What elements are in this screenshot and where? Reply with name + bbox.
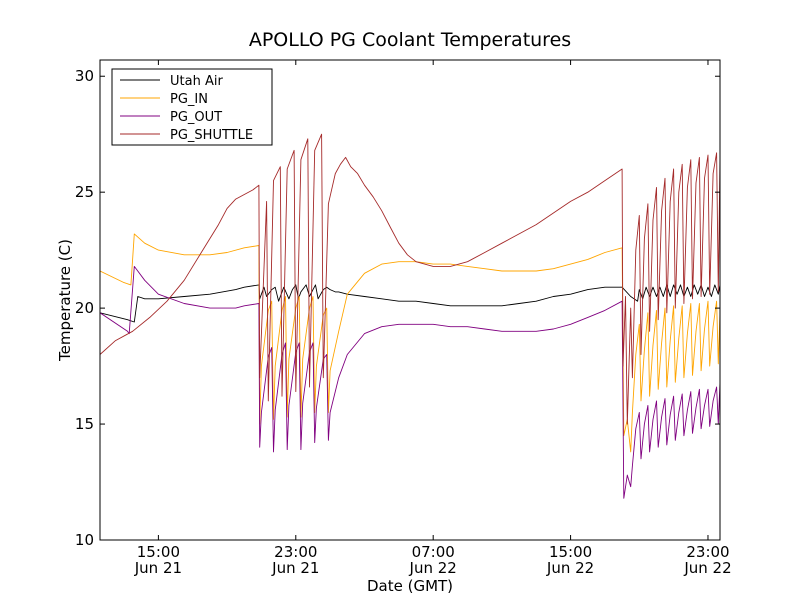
x-tick-label-date: Jun 22 <box>546 559 594 577</box>
y-tick-label: 15 <box>75 415 94 433</box>
x-tick-label-time: 23:00 <box>274 543 317 561</box>
x-tick-label-date: Jun 22 <box>409 559 457 577</box>
y-axis-label: Temperature (C) <box>56 239 74 362</box>
legend-box <box>111 68 273 146</box>
series-line-pg-shuttle <box>100 133 720 425</box>
y-tick-label: 30 <box>75 67 94 85</box>
x-tick-label-time: 15:00 <box>137 543 180 561</box>
x-tick-label-date: Jun 21 <box>134 559 182 577</box>
y-tick-label: 25 <box>75 183 94 201</box>
series-layer <box>100 133 720 499</box>
y-tick-label: 20 <box>75 299 94 317</box>
x-tick-label-time: 15:00 <box>549 543 592 561</box>
legend-label: PG_OUT <box>170 110 222 125</box>
series-line-utah-air <box>100 284 720 323</box>
legend-label: PG_IN <box>170 92 208 107</box>
x-tick-label-date: Jun 22 <box>683 559 731 577</box>
x-tick-label-time: 23:00 <box>686 543 729 561</box>
x-tick-label-time: 07:00 <box>412 543 455 561</box>
legend: Utah Air PG_IN PG_OUT PG_SHUTTLE <box>111 68 273 146</box>
chart-title: APOLLO PG Coolant Temperatures <box>249 29 571 51</box>
series-line-pg-in <box>100 233 720 453</box>
series-line-pg-out <box>100 265 720 499</box>
plot-frame <box>99 59 721 541</box>
x-tick-label-date: Jun 21 <box>271 559 319 577</box>
y-tick-label: 10 <box>75 531 94 549</box>
x-axis-label: Date (GMT) <box>367 577 453 595</box>
legend-label: Utah Air <box>170 74 223 89</box>
legend-label: PG_SHUTTLE <box>170 128 253 143</box>
